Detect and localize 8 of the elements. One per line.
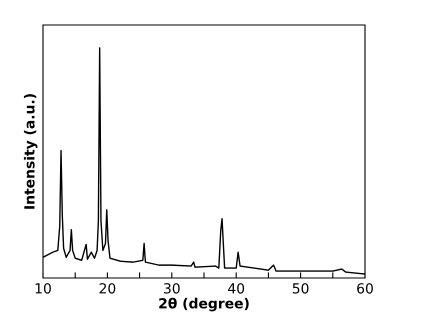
x-tick-label: 30 <box>164 283 180 294</box>
x-axis-title: 2θ (degree) <box>159 298 249 312</box>
y-axis-title: Intensity (a.u.) <box>24 94 38 209</box>
x-tick-label: 10 <box>36 283 51 294</box>
x-tick-label: 20 <box>100 283 116 294</box>
x-tick-label: 50 <box>292 283 309 294</box>
x-tick-label: 60 <box>357 283 373 294</box>
x-tick-label: 40 <box>228 283 244 294</box>
